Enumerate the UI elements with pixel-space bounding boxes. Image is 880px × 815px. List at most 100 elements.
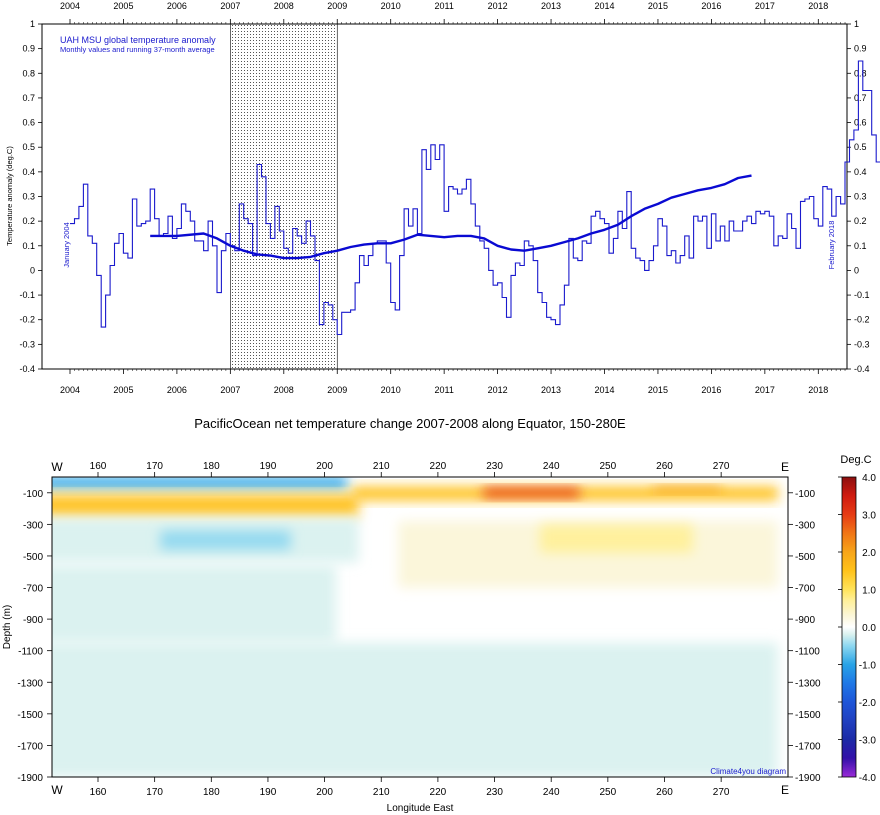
depth-tick-label-left: -1500: [17, 710, 43, 721]
x-tick-label-top: 2017: [755, 1, 775, 11]
x-tick-label-bottom: 2014: [594, 385, 614, 395]
x-tick-label-bottom: 2018: [808, 385, 828, 395]
x-tick-label-bottom: 2009: [327, 385, 347, 395]
x-tick-label-top: 2007: [220, 1, 240, 11]
lon-tick-label-top: 210: [373, 461, 390, 472]
colorbar-tick-label: -1.0: [859, 661, 877, 672]
x-tick-label-bottom: 2008: [274, 385, 294, 395]
y-tick-label-right: -0.2: [854, 315, 870, 325]
temperature-region: [653, 486, 722, 493]
monthly-values-line: [70, 60, 880, 336]
colorbar-tick-label: -2.0: [859, 698, 877, 709]
x-tick-label-bottom: 2007: [220, 385, 240, 395]
y-tick-label-left: 1: [30, 19, 35, 29]
y-tick-label-right: 0.3: [854, 192, 867, 202]
y-tick-label-left: 0.7: [22, 93, 35, 103]
depth-tick-label-left: -500: [23, 552, 43, 563]
y-tick-label-left: 0.9: [22, 44, 35, 54]
x-tick-label-bottom: 2016: [701, 385, 721, 395]
depth-tick-label-right: -500: [795, 552, 815, 563]
x-tick-label-bottom: 2017: [755, 385, 775, 395]
lon-tick-label-top: 190: [260, 461, 277, 472]
depth-tick-label-right: -1300: [795, 678, 821, 689]
x-axis-label: Longitude East: [387, 803, 454, 814]
x-tick-label-top: 2004: [60, 1, 80, 11]
x-tick-label-bottom: 2011: [434, 385, 453, 395]
x-tick-label-bottom: 2010: [381, 385, 401, 395]
edge-label-east-top: E: [781, 460, 789, 474]
x-tick-label-top: 2008: [274, 1, 294, 11]
depth-tick-label-left: -700: [23, 584, 43, 595]
temperature-anomaly-chart: 2004 2004 2005 2005 2006 2006 2007 2007 2008 2008…: [5, 1, 880, 395]
depth-tick-label-left: -100: [23, 489, 43, 500]
x-tick-label-bottom: 2006: [167, 385, 187, 395]
depth-axis-label: Depth (m): [2, 605, 13, 649]
y-tick-label-left: 0.5: [22, 142, 35, 152]
lon-tick-label-top: 160: [90, 461, 107, 472]
x-tick-label-bottom: 2005: [113, 385, 133, 395]
depth-tick-label-right: -1100: [795, 647, 820, 658]
y-tick-label-left: -0.3: [19, 339, 35, 349]
lon-tick-label-top: 220: [430, 461, 447, 472]
y-tick-label-left: -0.1: [19, 290, 35, 300]
depth-tick-label-right: -100: [795, 489, 815, 500]
x-tick-label-top: 2015: [648, 1, 668, 11]
y-tick-label-right: 0.7: [854, 93, 867, 103]
y-tick-label-left: 0.4: [22, 167, 35, 177]
chart-title: UAH MSU global temperature anomaly: [60, 35, 216, 45]
lon-tick-label-bottom: 270: [713, 787, 730, 798]
colorbar-tick-label: 4.0: [862, 473, 876, 484]
lon-tick-label-bottom: 260: [656, 787, 673, 798]
lon-tick-label-bottom: 160: [90, 787, 107, 798]
lon-tick-label-bottom: 220: [430, 787, 447, 798]
lon-tick-label-bottom: 200: [316, 787, 333, 798]
depth-tick-label-left: -1100: [18, 647, 43, 658]
x-tick-label-bottom: 2015: [648, 385, 668, 395]
colorbar-tick-label: 3.0: [862, 511, 876, 522]
depth-tick-label-right: -700: [795, 584, 815, 595]
y-tick-label-right: 0.5: [854, 142, 867, 152]
lon-tick-label-top: 250: [600, 461, 617, 472]
credit-label: Climate4you diagram: [710, 767, 786, 776]
lon-tick-label-bottom: 210: [373, 787, 390, 798]
x-tick-label-top: 2009: [327, 1, 347, 11]
y-tick-label-right: 0: [854, 265, 859, 275]
depth-tick-label-left: -300: [23, 520, 43, 531]
lon-tick-label-bottom: 180: [203, 787, 220, 798]
y-tick-label-right: 0.2: [854, 216, 867, 226]
depth-tick-label-left: -1900: [17, 773, 43, 784]
lon-tick-label-top: 170: [146, 461, 163, 472]
x-tick-label-top: 2014: [594, 1, 614, 11]
x-tick-label-top: 2005: [113, 1, 133, 11]
colorbar-tick-label: -3.0: [859, 736, 877, 747]
y-tick-label-right: -0.4: [854, 364, 870, 374]
depth-tick-label-right: -1700: [795, 741, 821, 752]
y-tick-label-right: -0.1: [854, 290, 870, 300]
y-tick-label-right: 0.6: [854, 118, 867, 128]
depth-tick-label-left: -1700: [17, 741, 43, 752]
depth-tick-label-right: -300: [795, 520, 815, 531]
lon-tick-label-top: 260: [656, 461, 673, 472]
lon-tick-label-top: 270: [713, 461, 730, 472]
depth-tick-label-left: -1300: [17, 678, 43, 689]
pacific-ocean-temperature-section: 160 160 170 170 180 180 190 190 200 200 210 210 220 2…: [2, 454, 877, 814]
x-tick-label-bottom: 2013: [541, 385, 561, 395]
y-tick-label-right: 0.1: [854, 241, 867, 251]
x-tick-label-top: 2006: [167, 1, 187, 11]
lon-tick-label-top: 200: [316, 461, 333, 472]
edge-label-west-bottom: W: [51, 783, 63, 797]
lon-tick-label-bottom: 240: [543, 787, 560, 798]
colorbar-title: Deg.C: [840, 454, 871, 466]
depth-tick-label-left: -900: [23, 615, 43, 626]
y-tick-label-right: 0.9: [854, 44, 867, 54]
x-tick-label-bottom: 2012: [488, 385, 508, 395]
y-tick-label-right: 0.4: [854, 167, 867, 177]
y-tick-label-right: -0.3: [854, 339, 870, 349]
y-tick-label-left: 0.2: [22, 216, 35, 226]
depth-tick-label-right: -900: [795, 615, 815, 626]
lon-tick-label-top: 180: [203, 461, 220, 472]
temperature-region: [52, 565, 336, 643]
lon-tick-label-top: 240: [543, 461, 560, 472]
temperature-region: [539, 524, 693, 553]
